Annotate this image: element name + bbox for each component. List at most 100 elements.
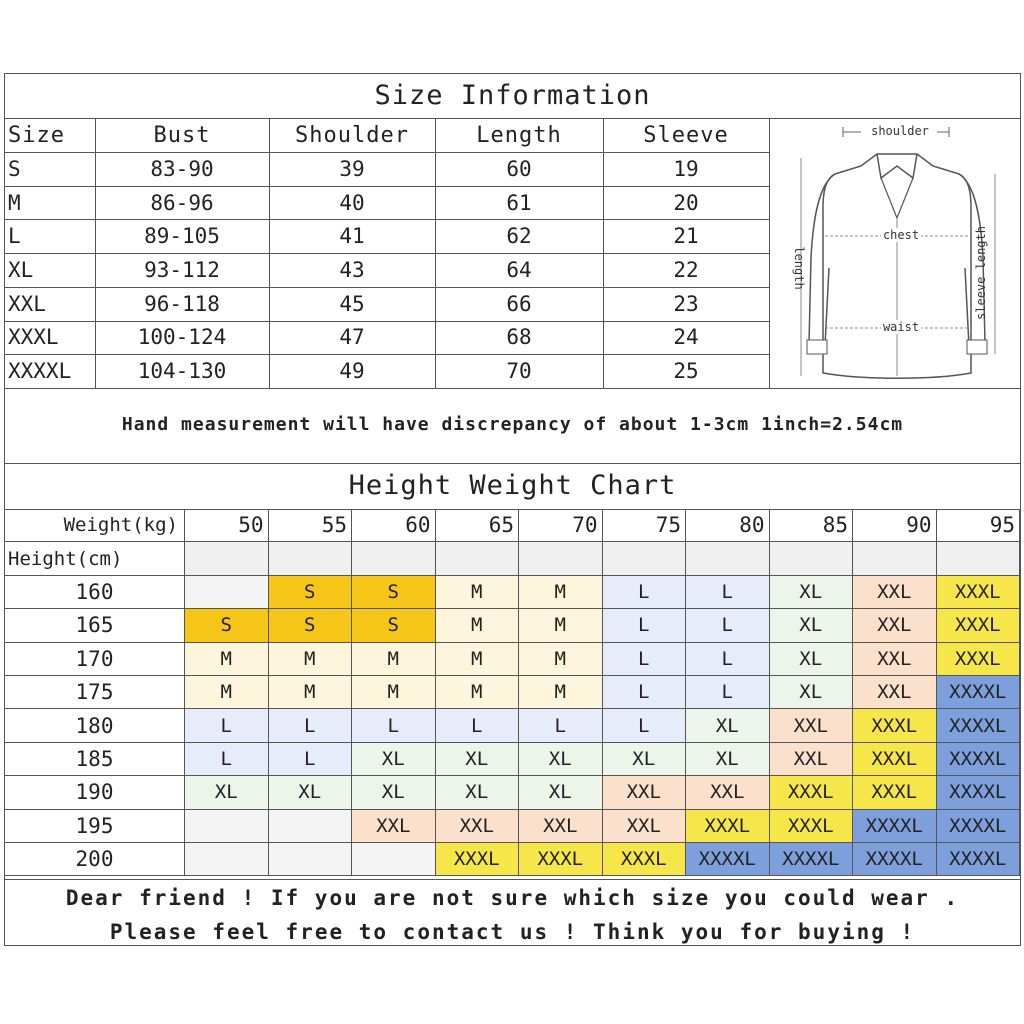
table-rule xyxy=(5,253,769,255)
size-cell-l: L xyxy=(602,609,686,643)
size-cell-xl: XL xyxy=(686,742,770,777)
size-cell-l: L xyxy=(268,742,352,777)
size-cell: 86-96 xyxy=(150,190,214,215)
table-rule xyxy=(5,152,769,153)
sleeve-length-label: sleeve length xyxy=(974,226,988,320)
table-rule xyxy=(95,118,96,388)
size-cell-xxl: XXL xyxy=(853,676,937,710)
size-cell-xl: XL xyxy=(519,776,603,810)
height-weight-title: Height Weight Chart xyxy=(348,470,677,501)
size-cell-xxxxl: XXXXL xyxy=(853,809,937,843)
size-cell-s: S xyxy=(185,609,269,643)
size-cell-l: L xyxy=(268,709,352,743)
table-rule xyxy=(5,185,769,187)
size-cell-xxl: XXL xyxy=(853,575,937,610)
size-row-label: XXL xyxy=(8,291,46,316)
blank-cell xyxy=(853,542,937,576)
size-cell-xxxl: XXXL xyxy=(435,843,519,877)
size-cell-s: S xyxy=(352,575,436,610)
size-cell: 68 xyxy=(506,325,532,350)
size-cell-l: L xyxy=(686,676,770,710)
weight-header: 55 xyxy=(268,509,352,543)
shoulder-label: shoulder xyxy=(871,124,929,138)
size-cell-m: M xyxy=(519,676,603,710)
size-cell-xl: XL xyxy=(602,742,686,777)
size-cell-xl: XL xyxy=(769,676,853,710)
height-axis-label: Height(cm) xyxy=(5,542,185,576)
size-header-length: Length xyxy=(476,122,562,148)
blank-cell xyxy=(268,843,352,877)
size-cell: 20 xyxy=(673,190,699,215)
size-row-label: XXXXL xyxy=(8,359,72,384)
size-cell-l: L xyxy=(602,642,686,676)
size-cell-l: L xyxy=(686,642,770,676)
weight-header: 70 xyxy=(519,509,603,543)
size-cell-xl: XL xyxy=(185,776,269,810)
size-cell: 39 xyxy=(339,156,365,181)
size-cell-xxl: XXL xyxy=(686,776,770,810)
table-rule xyxy=(5,320,769,322)
size-cell-m: M xyxy=(185,676,269,710)
height-row-label: 165 xyxy=(5,609,185,643)
waist-label: waist xyxy=(883,320,919,334)
size-cell-l: L xyxy=(686,575,770,610)
size-cell: 21 xyxy=(673,224,699,249)
height-row-label: 180 xyxy=(5,709,185,743)
height-row-label: 185 xyxy=(5,742,185,777)
size-chart-sheet: Size Information Size Bust Shoulder Length S… xyxy=(4,73,1021,946)
size-cell-xxxxl: XXXXL xyxy=(686,843,770,877)
blank-cell xyxy=(185,575,269,610)
size-header-bust: Bust xyxy=(153,122,211,148)
blank-cell xyxy=(185,809,269,843)
size-cell-xl: XL xyxy=(352,742,436,777)
size-cell-xxxxl: XXXXL xyxy=(853,843,937,877)
weight-header: 80 xyxy=(686,509,770,543)
size-cell: 49 xyxy=(339,359,365,384)
size-cell-xxxl: XXXL xyxy=(769,776,853,810)
size-cell-xxxxl: XXXXL xyxy=(769,843,853,877)
measurement-note: Hand measurement will have discrepancy o… xyxy=(121,414,904,435)
weight-header: 60 xyxy=(352,509,436,543)
size-cell: 25 xyxy=(673,359,699,384)
size-cell-xxxl: XXXL xyxy=(519,843,603,877)
blank-cell xyxy=(352,542,436,576)
size-cell-xxl: XXL xyxy=(602,776,686,810)
size-cell-m: M xyxy=(519,642,603,676)
size-cell: 19 xyxy=(673,156,699,181)
size-cell-m: M xyxy=(519,575,603,610)
size-cell-l: L xyxy=(602,676,686,710)
size-cell-m: M xyxy=(435,642,519,676)
divider xyxy=(5,879,1020,880)
size-cell: 93-112 xyxy=(144,257,220,282)
size-cell-xxxl: XXXL xyxy=(936,642,1020,676)
blank-cell xyxy=(519,542,603,576)
size-cell-xxxl: XXXL xyxy=(936,609,1020,643)
size-cell-xl: XL xyxy=(268,776,352,810)
table-rule xyxy=(603,118,604,388)
size-cell-xxl: XXL xyxy=(769,742,853,777)
size-cell: 83-90 xyxy=(150,156,214,181)
size-cell: 104-130 xyxy=(137,359,227,384)
size-cell-xxxl: XXXL xyxy=(769,809,853,843)
size-cell-xxxl: XXXL xyxy=(936,575,1020,610)
size-cell: 89-105 xyxy=(144,224,220,249)
size-cell-m: M xyxy=(519,609,603,643)
size-cell: 70 xyxy=(506,359,532,384)
size-cell-s: S xyxy=(352,609,436,643)
size-cell-xxl: XXL xyxy=(602,809,686,843)
blank-cell xyxy=(268,809,352,843)
size-cell-xxxl: XXXL xyxy=(853,709,937,743)
size-cell-l: L xyxy=(435,709,519,743)
size-cell: 45 xyxy=(339,291,365,316)
shirt-diagram: shoulder chest waist length sleeve lengt… xyxy=(792,124,996,379)
size-cell-xxxl: XXXL xyxy=(853,776,937,810)
table-rule xyxy=(269,118,270,388)
size-cell-xxxl: XXXL xyxy=(602,843,686,877)
size-cell: 62 xyxy=(506,224,532,249)
blank-cell xyxy=(686,542,770,576)
size-cell-l: L xyxy=(185,709,269,743)
size-cell-xxxxl: XXXXL xyxy=(936,742,1020,777)
size-cell-l: L xyxy=(602,575,686,610)
size-cell: 24 xyxy=(673,325,699,350)
size-cell: 22 xyxy=(673,257,699,282)
